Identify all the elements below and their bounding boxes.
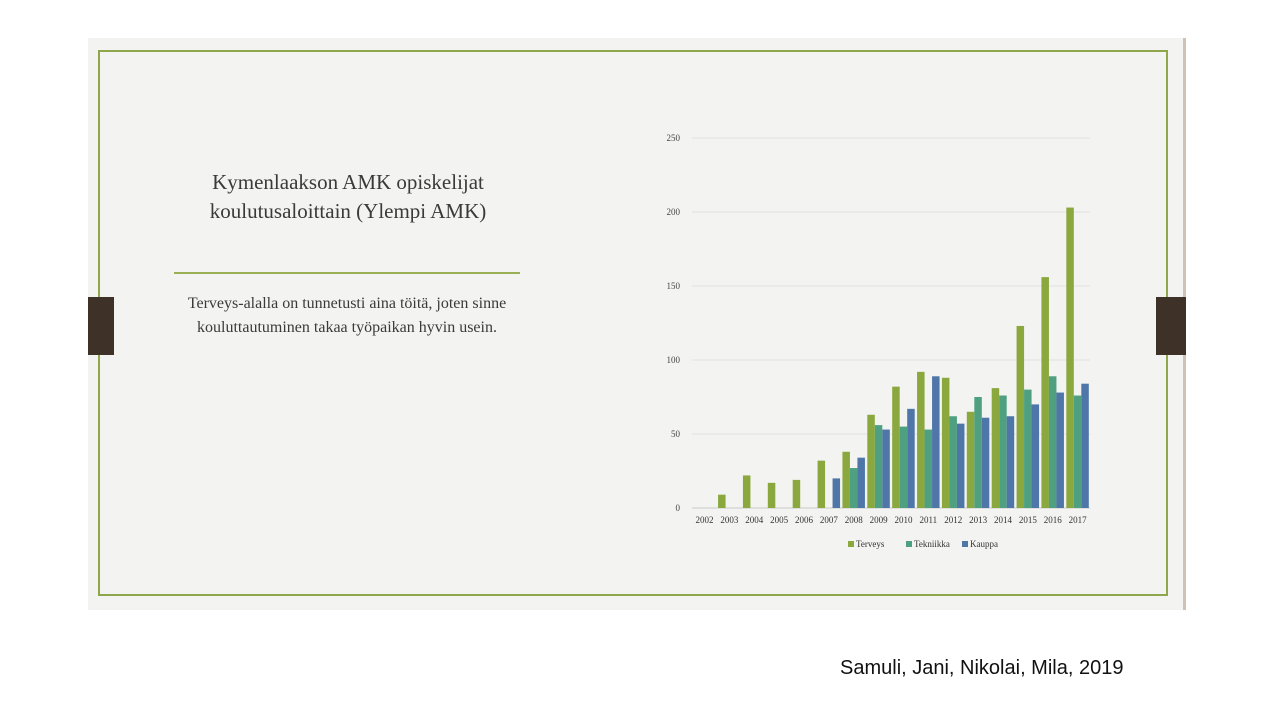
bar-terveys-2015 [1016, 325, 1025, 508]
slide-body-text: Terveys-alalla on tunnetusti aina töitä,… [187, 295, 507, 336]
y-tick-label: 150 [667, 281, 681, 291]
bar-terveys-2009 [867, 414, 875, 508]
bar-tekniikka-2009 [874, 425, 883, 508]
slide: Kymenlaakson AMK opiskelijat koulutusalo… [88, 38, 1186, 610]
bar-tekniikka-2014 [999, 395, 1007, 508]
bar-terveys-2005 [767, 482, 776, 508]
bar-terveys-2017 [1066, 207, 1074, 508]
bar-kauppa-2015 [1031, 404, 1040, 508]
bar-kauppa-2010 [907, 408, 915, 508]
x-tick-label: 2011 [919, 515, 937, 525]
bar-terveys-2003 [718, 494, 726, 508]
bar-kauppa-2008 [857, 457, 865, 508]
legend-label-tekniikka: Tekniikka [914, 539, 950, 549]
y-tick-label: 50 [671, 429, 681, 439]
left-tab-decoration [88, 297, 114, 355]
bar-terveys-2008 [842, 451, 850, 508]
bar-tekniikka-2013 [974, 397, 982, 508]
bar-tekniikka-2010 [899, 426, 908, 508]
bar-kauppa-2017 [1081, 383, 1089, 508]
x-tick-label: 2012 [944, 515, 962, 525]
legend-label-kauppa: Kauppa [970, 539, 998, 549]
bar-terveys-2013 [966, 411, 975, 508]
y-tick-label: 0 [676, 503, 681, 513]
x-tick-label: 2008 [845, 515, 864, 525]
x-tick-label: 2004 [745, 515, 764, 525]
bar-tekniikka-2012 [949, 416, 957, 508]
bar-tekniikka-2017 [1073, 395, 1082, 508]
bar-terveys-2004 [742, 475, 751, 508]
legend-label-terveys: Terveys [856, 539, 885, 549]
x-tick-label: 2016 [1044, 515, 1063, 525]
x-tick-label: 2002 [695, 515, 713, 525]
bar-kauppa-2013 [981, 417, 990, 508]
title-divider [174, 272, 520, 274]
bar-terveys-2016 [1041, 277, 1049, 508]
bar-kauppa-2012 [956, 423, 965, 508]
x-tick-label: 2015 [1019, 515, 1038, 525]
slide-title: Kymenlaakson AMK opiskelijat koulutusalo… [209, 170, 487, 223]
bar-terveys-2012 [941, 377, 950, 508]
x-tick-label: 2005 [770, 515, 789, 525]
bar-terveys-2011 [917, 371, 925, 508]
bar-tekniikka-2016 [1048, 376, 1057, 508]
bar-tekniikka-2011 [924, 429, 933, 508]
bar-terveys-2010 [892, 386, 900, 508]
x-tick-label: 2017 [1069, 515, 1088, 525]
bar-chart: 0 50 100 150 200 250 2002 2003 2004 2005 2006 2007 2… [667, 133, 1090, 549]
legend-swatch-tekniikka [906, 541, 912, 547]
bar-terveys-2006 [792, 479, 801, 508]
x-tick-label: 2006 [795, 515, 814, 525]
author-credit: Samuli, Jani, Nikolai, Mila, 2019 [840, 657, 1124, 679]
legend-swatch-kauppa [962, 541, 968, 547]
y-tick-label: 250 [667, 133, 681, 143]
x-tick-label: 2009 [870, 515, 889, 525]
legend-swatch-terveys [848, 541, 854, 547]
x-tick-label: 2010 [894, 515, 913, 525]
x-tick-label: 2007 [820, 515, 839, 525]
bar-kauppa-2011 [932, 376, 940, 508]
y-tick-label: 200 [667, 207, 681, 217]
bar-kauppa-2007 [832, 478, 841, 508]
bar-tekniikka-2008 [849, 468, 858, 508]
x-tick-label: 2013 [969, 515, 988, 525]
bar-tekniikka-2015 [1024, 389, 1032, 508]
bar-kauppa-2016 [1056, 392, 1064, 508]
bar-kauppa-2009 [882, 429, 890, 508]
bar-kauppa-2014 [1006, 416, 1015, 508]
x-tick-label: 2003 [720, 515, 739, 525]
bar-terveys-2007 [817, 460, 826, 508]
x-tick-label: 2014 [994, 515, 1013, 525]
bar-terveys-2014 [991, 388, 1000, 508]
right-tab-decoration [1156, 297, 1186, 355]
y-tick-label: 100 [667, 355, 681, 365]
